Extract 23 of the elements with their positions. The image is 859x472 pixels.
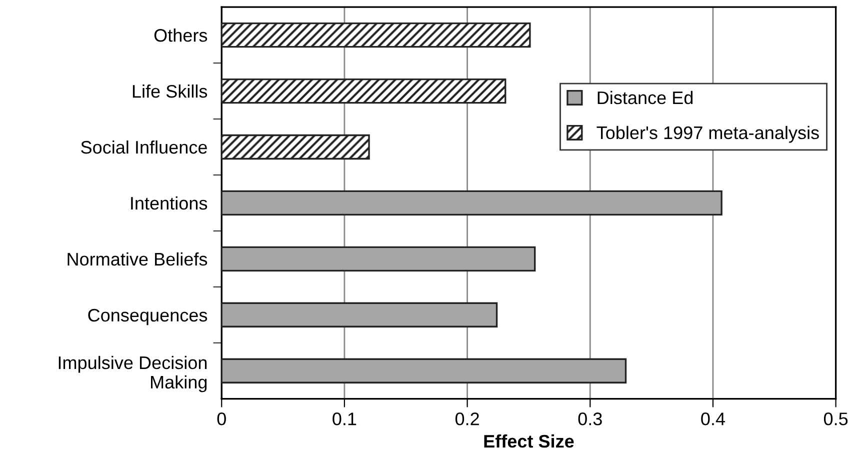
bar: [222, 246, 536, 272]
bar: [222, 302, 498, 328]
legend-label: Tobler's 1997 meta-analysis: [596, 126, 819, 143]
y-tick-label: Impulsive Decision Making: [58, 356, 207, 392]
legend-label: Distance Ed: [598, 90, 693, 104]
bar: [222, 78, 506, 104]
x-tick-label: 0.2: [455, 412, 479, 426]
x-tick-label: 0.5: [824, 412, 848, 426]
x-tick-label: 0.1: [332, 412, 356, 426]
y-tick-label: Consequences: [88, 308, 208, 326]
y-tick-label: Intentions: [131, 196, 208, 210]
bar: [222, 190, 722, 216]
x-tick-label: 0: [217, 412, 226, 426]
y-tick-label: Others: [154, 28, 208, 42]
x-axis-title: Effect Size: [484, 434, 574, 448]
bar: [222, 358, 627, 384]
bar: [222, 22, 531, 48]
y-tick-label: Life Skills: [132, 84, 208, 98]
bar: [222, 134, 370, 160]
y-tick-label: Social Influence: [81, 140, 207, 154]
x-tick-label: 0.4: [701, 412, 725, 426]
x-tick-label: 0.3: [578, 412, 602, 426]
y-tick-label: Normative Beliefs: [68, 252, 208, 266]
